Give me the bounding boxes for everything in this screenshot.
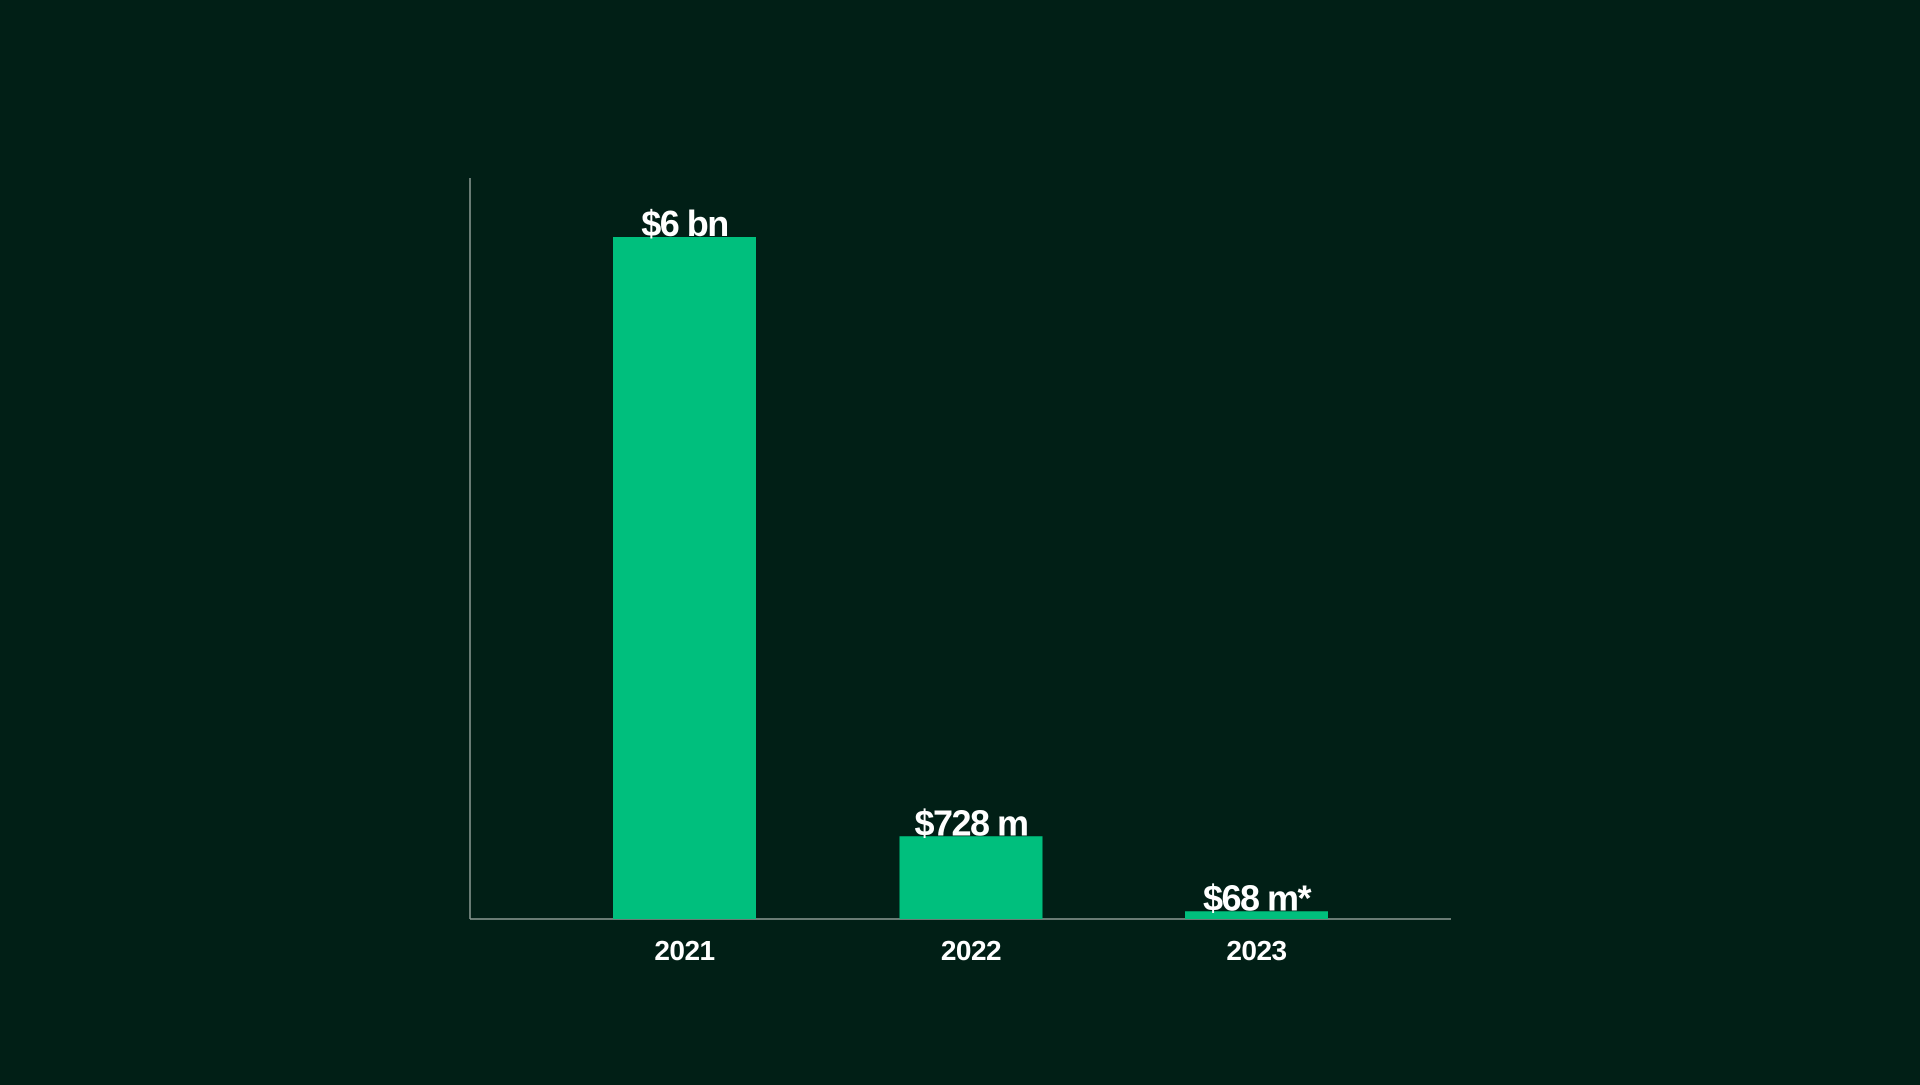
- x-tick-labels: 2021 2022 2023: [654, 935, 1287, 966]
- value-label-2023: $68 m*: [1203, 877, 1312, 918]
- x-tick-label-2023: 2023: [1226, 935, 1286, 966]
- value-label-2022: $728 m: [914, 802, 1027, 843]
- x-tick-label-2021: 2021: [654, 935, 714, 966]
- bar-2023: [1185, 911, 1328, 919]
- bars: [613, 237, 1328, 919]
- bar-2022: [899, 836, 1043, 919]
- bar-2021: [613, 237, 756, 919]
- value-labels: $6 bn $728 m $68 m*: [641, 203, 1313, 918]
- value-label-2021: $6 bn: [641, 203, 728, 244]
- x-tick-label-2022: 2022: [941, 935, 1001, 966]
